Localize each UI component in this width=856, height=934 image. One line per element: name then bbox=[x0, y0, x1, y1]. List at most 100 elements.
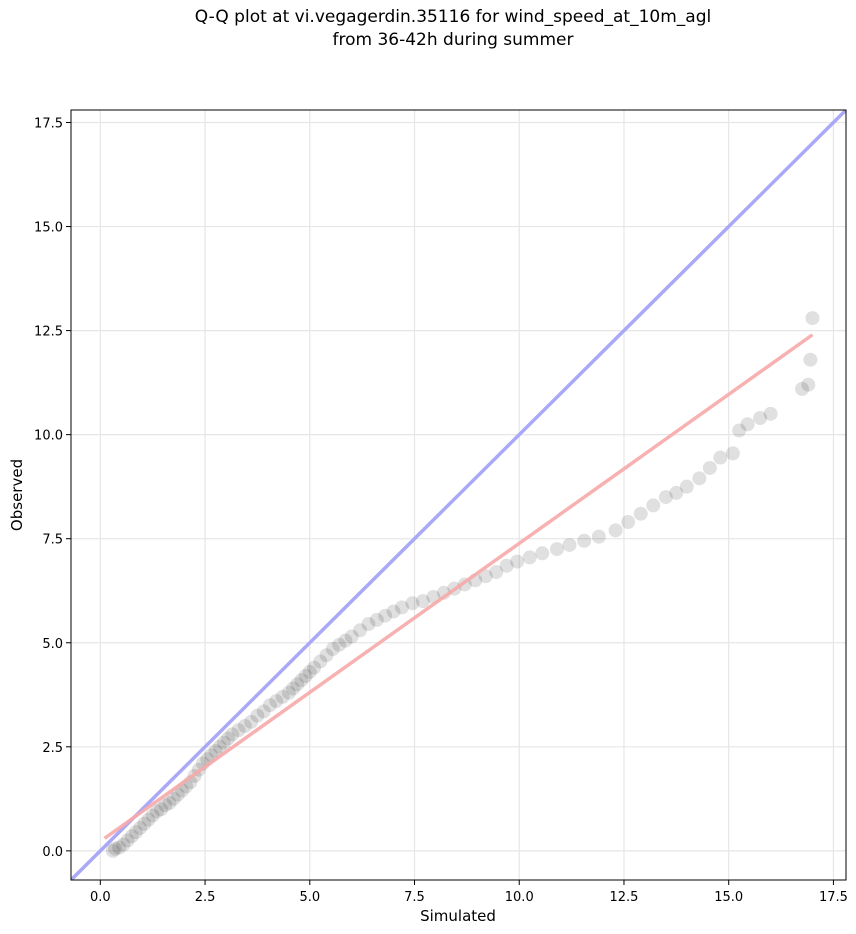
data-point bbox=[713, 450, 728, 465]
data-point bbox=[415, 594, 430, 609]
data-point bbox=[290, 677, 305, 692]
data-point bbox=[216, 735, 231, 750]
data-point bbox=[281, 685, 296, 700]
data-point bbox=[361, 617, 376, 632]
data-point bbox=[154, 802, 169, 817]
data-point bbox=[166, 791, 181, 806]
y-tick-label: 7.5 bbox=[42, 533, 63, 548]
data-point bbox=[128, 825, 143, 840]
data-point bbox=[679, 479, 694, 494]
data-point bbox=[262, 698, 277, 713]
data-point bbox=[116, 837, 131, 852]
data-point bbox=[149, 804, 164, 819]
data-point bbox=[562, 537, 577, 552]
data-point bbox=[510, 554, 525, 569]
plot-frame bbox=[70, 109, 847, 881]
data-point bbox=[162, 796, 177, 810]
data-point bbox=[763, 406, 778, 421]
y-axis-label: Observed bbox=[8, 459, 26, 531]
data-point bbox=[394, 600, 409, 615]
data-point bbox=[353, 623, 368, 638]
y-tick-label: 2.5 bbox=[42, 741, 63, 756]
y-tick-label: 0.0 bbox=[42, 845, 63, 860]
x-tick-label: 0.0 bbox=[90, 890, 111, 905]
chart-title-line-1: Q-Q plot at vi.vegagerdin.35116 for wind… bbox=[194, 7, 712, 27]
x-tick-label: 17.5 bbox=[819, 890, 848, 905]
data-point bbox=[732, 423, 747, 438]
y-tick-label: 17.5 bbox=[34, 116, 63, 131]
data-point bbox=[105, 843, 120, 858]
data-point bbox=[319, 648, 334, 663]
data-point bbox=[692, 471, 707, 486]
data-point bbox=[658, 490, 673, 505]
chart-title-line-2: from 36-42h during summer bbox=[332, 30, 574, 50]
fit-line bbox=[103, 333, 814, 840]
data-point bbox=[378, 608, 393, 623]
data-point bbox=[231, 723, 246, 738]
data-point bbox=[302, 664, 317, 679]
data-point bbox=[646, 498, 661, 513]
data-point bbox=[124, 829, 139, 844]
data-point bbox=[725, 446, 740, 461]
data-point bbox=[591, 529, 606, 544]
data-point bbox=[621, 515, 636, 530]
data-point bbox=[577, 533, 592, 548]
data-point bbox=[803, 352, 818, 367]
data-point bbox=[225, 727, 240, 742]
y-tick-label: 5.0 bbox=[42, 637, 63, 652]
data-point bbox=[221, 731, 236, 746]
data-point bbox=[250, 708, 265, 723]
data-point bbox=[145, 808, 160, 823]
data-point bbox=[107, 841, 122, 856]
y-axis-ticks: 0.0 2.5 5.0 7.5 10.0 12.5 15.0 17.5 bbox=[34, 116, 71, 860]
data-point bbox=[702, 460, 717, 475]
data-point bbox=[478, 569, 493, 584]
y-tick-label: 12.5 bbox=[34, 325, 63, 340]
data-point bbox=[256, 704, 271, 719]
data-point bbox=[306, 660, 321, 675]
y-tick-label: 15.0 bbox=[34, 221, 63, 236]
data-point bbox=[141, 812, 156, 827]
data-point bbox=[386, 604, 401, 619]
data-point bbox=[208, 743, 223, 758]
data-point bbox=[633, 506, 648, 521]
data-point bbox=[298, 669, 313, 684]
data-point bbox=[313, 654, 328, 669]
data-point bbox=[294, 673, 309, 688]
data-point bbox=[338, 633, 353, 648]
data-point bbox=[535, 546, 550, 561]
data-point bbox=[549, 542, 564, 557]
data-point bbox=[499, 558, 514, 573]
x-tick-label: 10.0 bbox=[505, 890, 534, 905]
data-point bbox=[608, 523, 623, 538]
data-point bbox=[753, 411, 768, 425]
data-point bbox=[740, 417, 755, 432]
x-tick-label: 7.5 bbox=[404, 890, 425, 905]
data-point bbox=[275, 689, 290, 704]
y-tick-label: 10.0 bbox=[34, 429, 63, 444]
data-point bbox=[332, 637, 347, 652]
data-point bbox=[801, 377, 816, 392]
x-tick-label: 15.0 bbox=[714, 890, 743, 905]
data-point bbox=[237, 719, 252, 733]
x-tick-label: 5.0 bbox=[299, 890, 320, 905]
identity-line bbox=[71, 110, 846, 880]
x-axis-label: Simulated bbox=[420, 907, 496, 925]
data-point bbox=[133, 820, 148, 835]
data-point bbox=[112, 840, 127, 855]
data-point bbox=[120, 833, 135, 848]
data-point bbox=[805, 311, 820, 326]
data-point bbox=[344, 629, 359, 644]
data-point bbox=[212, 739, 227, 754]
data-point bbox=[369, 612, 384, 627]
data-point bbox=[405, 596, 420, 611]
data-point bbox=[137, 816, 152, 831]
data-point bbox=[158, 798, 173, 813]
grid bbox=[71, 110, 846, 880]
x-axis-ticks: 0.0 2.5 5.0 7.5 10.0 12.5 15.0 17.5 bbox=[90, 880, 848, 905]
data-point bbox=[244, 714, 259, 729]
data-point bbox=[489, 565, 504, 579]
x-tick-label: 12.5 bbox=[609, 890, 638, 905]
data-point bbox=[170, 787, 185, 802]
